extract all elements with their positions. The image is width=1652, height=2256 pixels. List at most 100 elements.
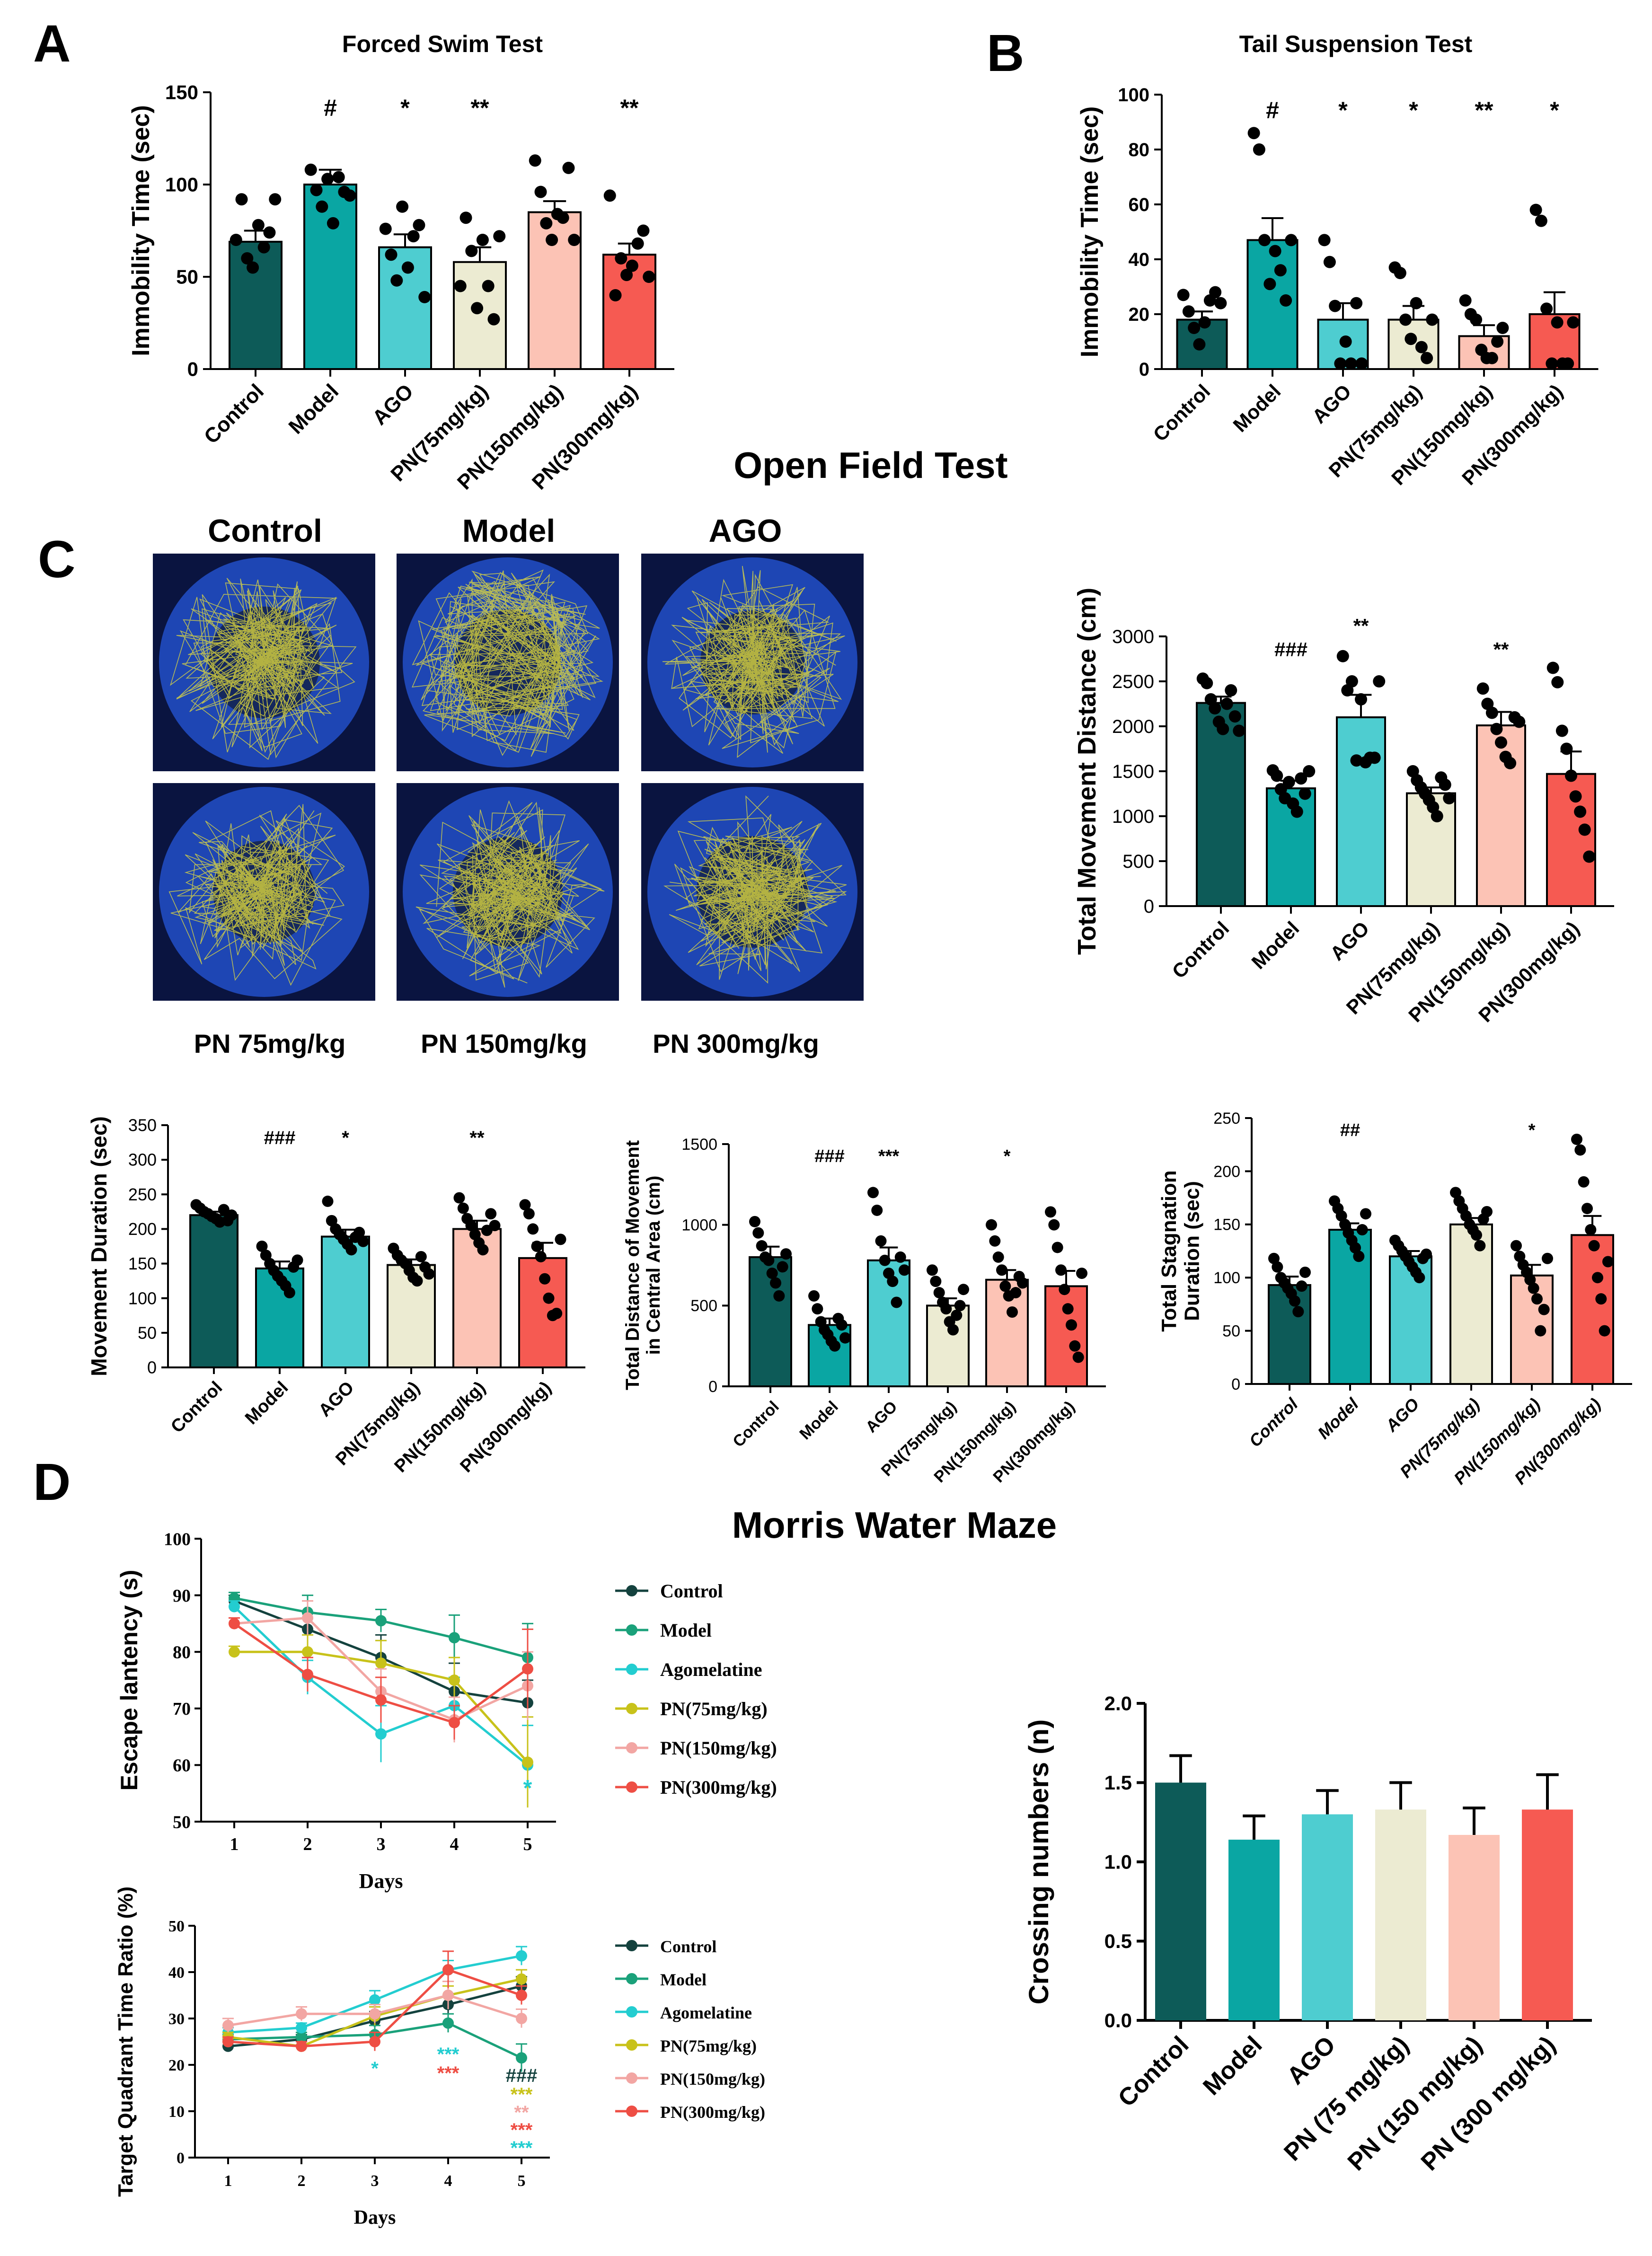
x-tick-label: 2 [303,1834,312,1854]
data-point [423,1268,435,1280]
y-tick-label: 100 [164,1529,191,1549]
y-tick-label: 200 [1213,1163,1240,1181]
y-tick-label: 500 [1122,851,1154,872]
data-point [1345,675,1358,687]
bar-pn-300mg-kg [1044,1285,1088,1387]
data-point [453,1192,465,1204]
x-tick-label: Control [729,1398,782,1451]
data-point [1274,264,1287,277]
data-point [1051,1242,1063,1253]
x-tick-label: 3 [377,1834,386,1854]
x-tick-label: AGO [862,1398,901,1436]
data-point [887,1276,899,1287]
data-point [894,1251,906,1263]
data-point [1496,322,1509,334]
data-point [812,1303,823,1315]
y-axis-label: Total Movement Distance (cm) [1073,588,1101,955]
series-point [442,1990,454,2001]
data-point [230,234,242,246]
data-point [927,1264,938,1276]
significance-marker: ### [1274,638,1307,661]
bar-pn-75mg-kg [1449,1223,1493,1385]
legend-label-model: Model [660,1620,712,1641]
data-point [609,289,622,301]
data-point [1007,1306,1018,1318]
data-point [551,1307,563,1319]
data-point [930,1276,942,1287]
data-point [1296,1280,1307,1292]
y-tick-label: 150 [128,1254,157,1273]
bar-ago [1389,1255,1432,1385]
series-point [296,2022,307,2034]
movement-track [663,795,847,984]
data-point [1253,143,1265,156]
significance-marker: * [342,1128,349,1148]
data-point [385,248,398,261]
y-tick-label: 100 [1118,85,1149,106]
legend-label-control: Control [660,1937,716,1956]
y-tick-label: 80 [173,1643,191,1663]
open-field-title: Open Field Test [733,444,1007,486]
data-point [992,1251,1004,1263]
data-point [1209,286,1222,299]
data-point [310,184,323,196]
data-point [1474,1240,1486,1251]
data-point [643,271,655,283]
data-point [1233,724,1246,737]
data-point [1217,723,1229,735]
data-point [1555,724,1568,737]
y-tick-label: 60 [173,1756,191,1776]
data-point [1485,352,1498,364]
legend-label-agomelatine: Agomelatine [660,2003,752,2022]
significance-marker: ### [506,2065,538,2086]
x-tick-label: Model [1198,2031,1267,2100]
data-point [562,161,575,174]
arena-label-control: Control [208,513,322,549]
x-tick-label: Control [1149,380,1215,446]
significance-marker: * [1550,97,1559,123]
data-point [1583,850,1596,863]
significance-marker: # [324,95,337,121]
data-point [1602,1256,1614,1268]
significance-marker: ** [1493,638,1509,661]
legend-marker [626,1940,637,1951]
significance-marker: *** [511,2120,533,2141]
data-point [989,1235,1001,1247]
y-tick-label: 0.0 [1104,2009,1132,2032]
data-point [252,219,265,231]
y-axis-label: Immobility Time (sec) [127,105,155,356]
data-point [1524,1274,1536,1286]
x-axis-label: Days [354,2207,396,2229]
y-tick-label: 20 [1129,304,1150,325]
data-point [770,1277,781,1289]
data-point [1292,1306,1304,1318]
arena-pn300 [641,783,864,1001]
data-point [1514,1251,1526,1262]
data-point [1289,1295,1300,1307]
data-point [891,1296,902,1308]
data-point [808,1290,820,1302]
data-point [1214,297,1227,309]
y-tick-label: 40 [168,1964,185,1982]
y-tick-label: 0.5 [1104,1930,1132,1952]
data-point [1247,127,1260,140]
chart-md: 0 50 100 150 200 250 300 350 Movement Duration (… [87,1116,585,1477]
data-point [1339,1218,1351,1230]
data-point [413,219,425,231]
significance-marker: * [1004,1146,1011,1166]
bar-pn-150-mg-kg [1449,1835,1500,2020]
legend-label-pn-300mg-kg: PN(300mg/kg) [660,1777,777,1798]
data-point [457,1202,469,1214]
y-tick-label: 0 [177,2150,185,2167]
data-point [1299,787,1311,800]
x-axis-label: Days [359,1869,403,1893]
significance-marker: *** [878,1146,900,1166]
series-point [229,1618,240,1630]
data-point [1571,1133,1582,1145]
y-tick-label: 100 [1213,1269,1240,1287]
data-point [540,217,553,229]
data-point [1258,234,1271,247]
legend-marker [626,1781,637,1793]
y-tick-label: 150 [165,81,198,104]
